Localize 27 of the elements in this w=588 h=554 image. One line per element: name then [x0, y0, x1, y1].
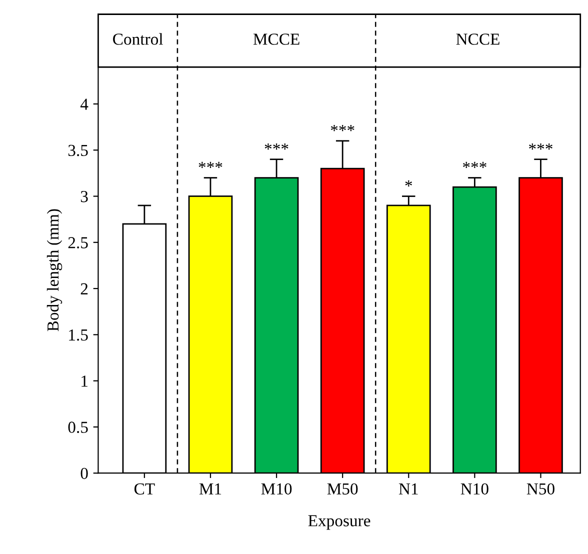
x-tick-label: CT	[134, 483, 155, 495]
x-axis-title: Exposure	[308, 515, 370, 530]
annotation: ***	[330, 125, 354, 132]
text: Control	[113, 33, 163, 45]
x-tick-label: N50	[526, 483, 554, 495]
y-tick-label: 0.5	[68, 422, 88, 433]
text: NCCE	[456, 34, 500, 45]
y-axis-title: Body length (mm)	[46, 209, 62, 332]
y-tick-label: 0	[80, 468, 88, 480]
y-tick-label: 2	[80, 283, 88, 294]
annotation: ***	[529, 143, 552, 150]
x-tick-label: M1	[199, 483, 222, 494]
y-tick-label: 1.5	[69, 329, 88, 341]
annotation: ***	[198, 162, 222, 168]
x-tick-label: M50	[327, 483, 358, 495]
y-tick-label: 1	[82, 376, 88, 387]
text: MCCE	[253, 34, 300, 45]
annotation: ***	[264, 143, 288, 150]
y-tick-label: 4	[80, 98, 88, 110]
y-tick-label: 3.5	[68, 144, 88, 156]
annotation: ***	[462, 162, 486, 168]
y-tick-label: 3	[80, 190, 88, 202]
x-tick-label: N1	[398, 483, 418, 494]
x-tick-label: M10	[261, 483, 292, 495]
y-tick-label: 2.5	[68, 237, 88, 248]
x-tick-label: N10	[460, 483, 488, 495]
annotation: *	[405, 180, 412, 186]
